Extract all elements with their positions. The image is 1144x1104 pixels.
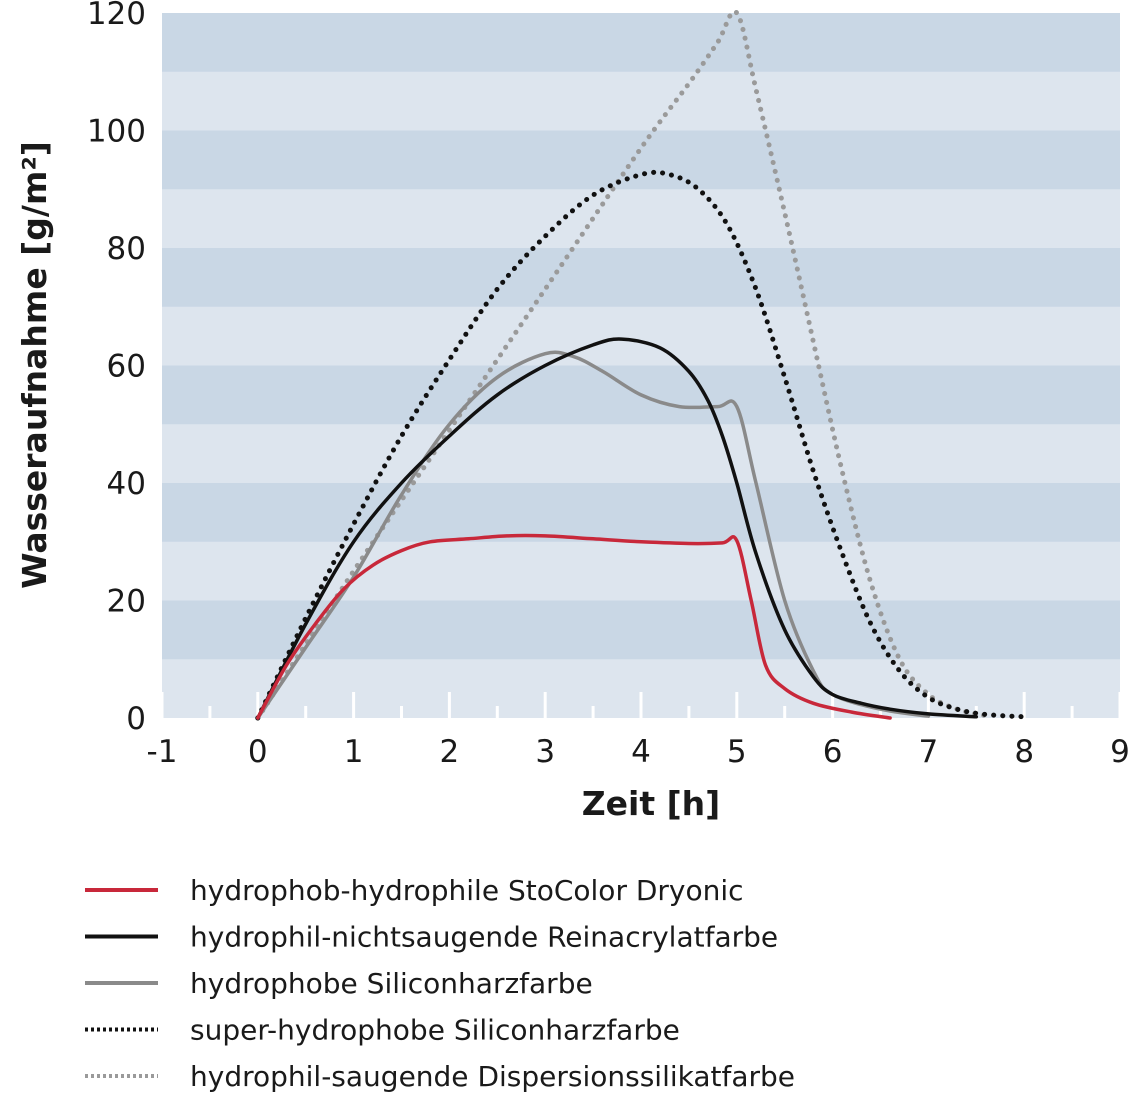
grid-band <box>162 483 1120 542</box>
y-tick-label: 80 <box>107 231 146 267</box>
series-line <box>256 350 931 720</box>
legend-label: hydrophil-nichtsaugende Reinacrylatfarbe <box>190 921 778 954</box>
x-tick-label: -1 <box>147 734 178 770</box>
y-tick-label: 100 <box>87 114 146 150</box>
grid-band <box>162 600 1120 660</box>
series-line <box>255 9 989 721</box>
x-tick-label: 4 <box>631 734 651 770</box>
x-tick-label: 9 <box>1110 734 1130 770</box>
x-tick-marks <box>160 692 1122 718</box>
x-tick-label: 2 <box>440 734 460 770</box>
legend-label: hydrophil-saugende Dispersionssilikatfar… <box>190 1060 795 1093</box>
y-tick-label: 120 <box>87 0 146 32</box>
legend-label: hydrophob-hydrophile StoColor Dryonic <box>190 874 744 907</box>
y-tick-label: 40 <box>107 466 146 502</box>
series-line <box>255 169 1027 721</box>
x-tick-label: 6 <box>823 734 843 770</box>
x-tick-label: 1 <box>344 734 364 770</box>
x-axis-title: Zeit [h] <box>582 784 721 823</box>
grid-bands <box>162 13 1120 660</box>
legend: hydrophob-hydrophile StoColor Dryonic hyd… <box>85 874 795 1093</box>
y-tick-label: 20 <box>107 584 146 620</box>
x-tick-label: 5 <box>727 734 747 770</box>
legend-label: super-hydrophobe Siliconharzfarbe <box>190 1014 680 1047</box>
y-tick-label: 0 <box>126 701 146 737</box>
x-tick-label: 3 <box>535 734 555 770</box>
y-axis-title: Wasseraufnahme [g/m²] <box>15 141 54 589</box>
x-tick-label: 7 <box>919 734 939 770</box>
series-line <box>256 337 979 720</box>
grid-band <box>162 248 1120 307</box>
grid-band <box>162 130 1120 190</box>
series-line <box>256 533 892 720</box>
x-tick-label: 8 <box>1014 734 1034 770</box>
y-tick-labels: 0 20 40 60 80 100 120 <box>87 0 146 737</box>
grid-band <box>162 13 1120 72</box>
y-tick-label: 60 <box>107 349 146 385</box>
series-layer <box>255 9 1027 721</box>
x-tick-labels: -1 0 1 2 3 4 5 6 7 8 9 <box>147 734 1130 770</box>
x-tick-label: 0 <box>248 734 268 770</box>
legend-label: hydrophobe Siliconharzfarbe <box>190 967 593 1000</box>
